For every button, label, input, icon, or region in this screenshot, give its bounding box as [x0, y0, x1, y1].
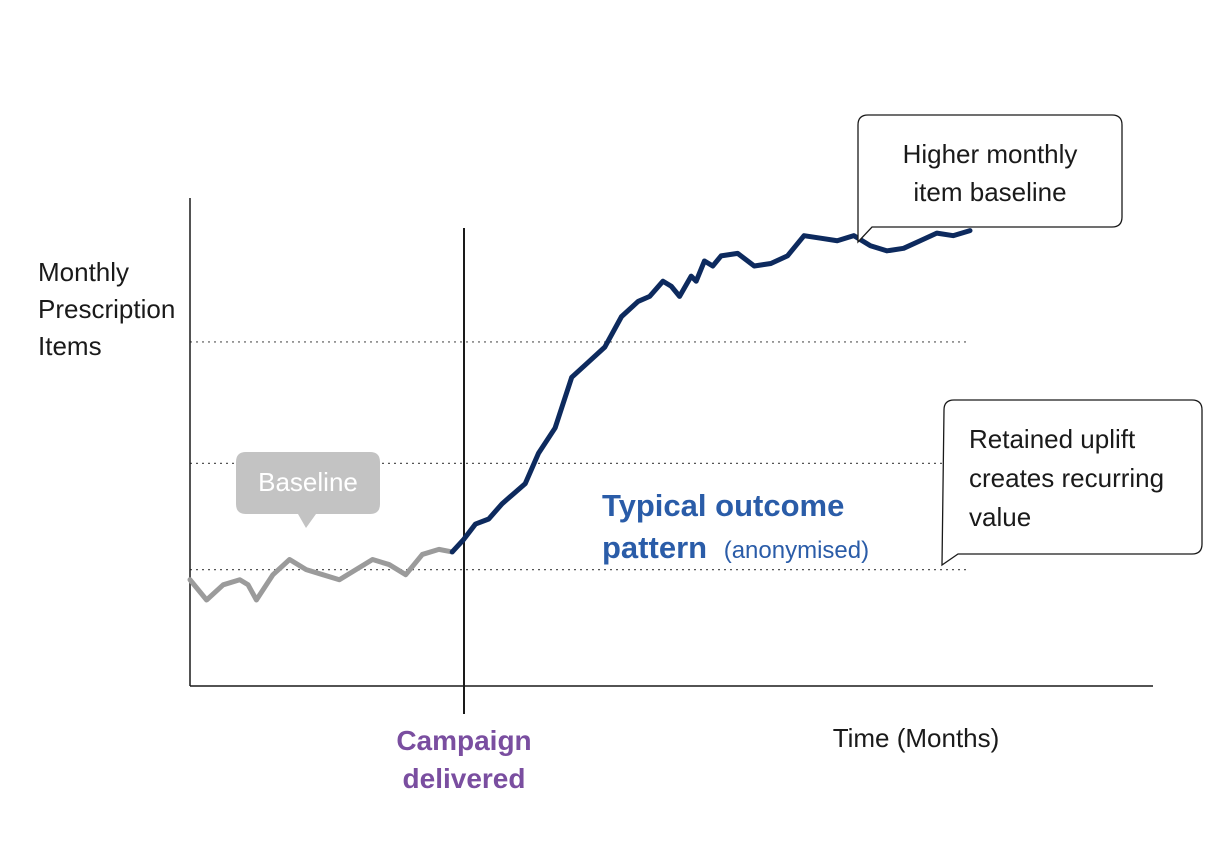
- post-campaign-series-line: [449, 228, 973, 555]
- chart-title-suffix: (anonymised): [724, 537, 869, 564]
- y-axis-label-line-3: Items: [38, 331, 102, 361]
- y-axis-label-line-1: Monthly: [38, 257, 129, 287]
- retained-uplift-callout: Retained uplift creates recurring value: [941, 399, 1203, 567]
- chart-title-pattern: pattern: [602, 530, 707, 565]
- chart-title-line-1: Typical outcome: [602, 488, 844, 523]
- baseline-callout: Baseline: [236, 452, 380, 528]
- retained-callout-line-1: Retained uplift: [969, 424, 1136, 454]
- retained-callout-line-3: value: [969, 502, 1031, 532]
- baseline-callout-text: Baseline: [258, 467, 358, 497]
- event-label-line-2: delivered: [403, 763, 526, 794]
- higher-callout-line-2: item baseline: [913, 177, 1066, 207]
- baseline-series-line: [187, 546, 455, 603]
- retained-callout-line-2: creates recurring: [969, 463, 1164, 493]
- y-axis-label-line-2: Prescription: [38, 294, 175, 324]
- series-layer: [187, 228, 973, 603]
- higher-baseline-callout: Higher monthly item baseline: [857, 114, 1123, 244]
- higher-callout-line-1: Higher monthly: [903, 139, 1078, 169]
- x-axis-label: Time (Months): [833, 723, 1000, 753]
- chart-title-line-2: pattern (anonymised): [602, 530, 869, 565]
- grid-lines: [190, 341, 970, 571]
- event-label-line-1: Campaign: [396, 725, 531, 756]
